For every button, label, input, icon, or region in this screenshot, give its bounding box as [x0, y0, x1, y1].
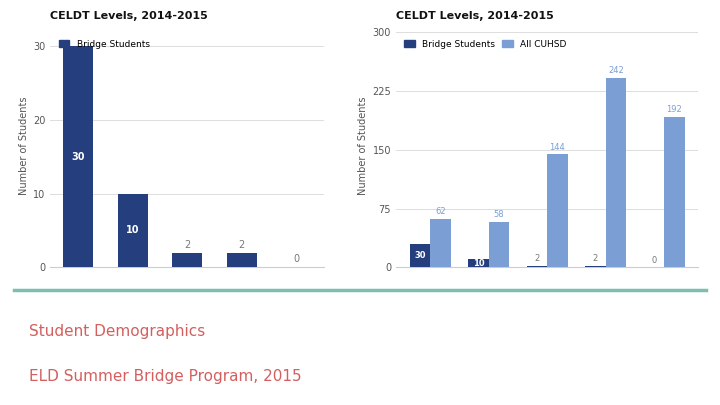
Text: 10: 10 — [126, 226, 139, 235]
Bar — [468, 260, 489, 267]
Text: ELD Summer Bridge Program, 2015: ELD Summer Bridge Program, 2015 — [29, 369, 302, 384]
Text: 30: 30 — [71, 152, 85, 162]
Bar — [431, 219, 451, 267]
Bar — [527, 266, 547, 267]
Y-axis label: Number of Students: Number of Students — [359, 96, 368, 195]
Legend: Bridge Students, All CUHSD: Bridge Students, All CUHSD — [400, 36, 570, 52]
Text: 58: 58 — [494, 211, 504, 220]
Bar — [172, 253, 202, 267]
Bar — [664, 117, 685, 267]
Bar — [489, 222, 509, 267]
Text: CELDT Levels, 2014-2015: CELDT Levels, 2014-2015 — [396, 11, 554, 21]
Text: 0: 0 — [294, 254, 300, 264]
Bar — [606, 78, 626, 267]
Text: 192: 192 — [667, 105, 683, 115]
Bar — [585, 266, 606, 267]
Bar — [63, 47, 93, 267]
Legend: Bridge Students: Bridge Students — [55, 36, 153, 52]
Bar — [410, 244, 431, 267]
Text: 30: 30 — [414, 251, 426, 260]
Text: 2: 2 — [593, 254, 598, 263]
Text: CELDT Levels, 2014-2015: CELDT Levels, 2014-2015 — [50, 11, 208, 21]
Bar — [227, 253, 257, 267]
Text: 2: 2 — [184, 240, 190, 249]
Text: 2: 2 — [239, 240, 245, 249]
Text: 0: 0 — [652, 256, 657, 265]
Text: 2: 2 — [534, 254, 539, 263]
Text: 242: 242 — [608, 66, 624, 75]
Text: 10: 10 — [472, 259, 485, 268]
Text: 144: 144 — [549, 143, 565, 152]
Bar — [117, 194, 148, 267]
Text: 62: 62 — [435, 207, 446, 216]
Text: Student Demographics: Student Demographics — [29, 324, 205, 339]
Bar — [547, 154, 567, 267]
Y-axis label: Number of Students: Number of Students — [19, 96, 29, 195]
